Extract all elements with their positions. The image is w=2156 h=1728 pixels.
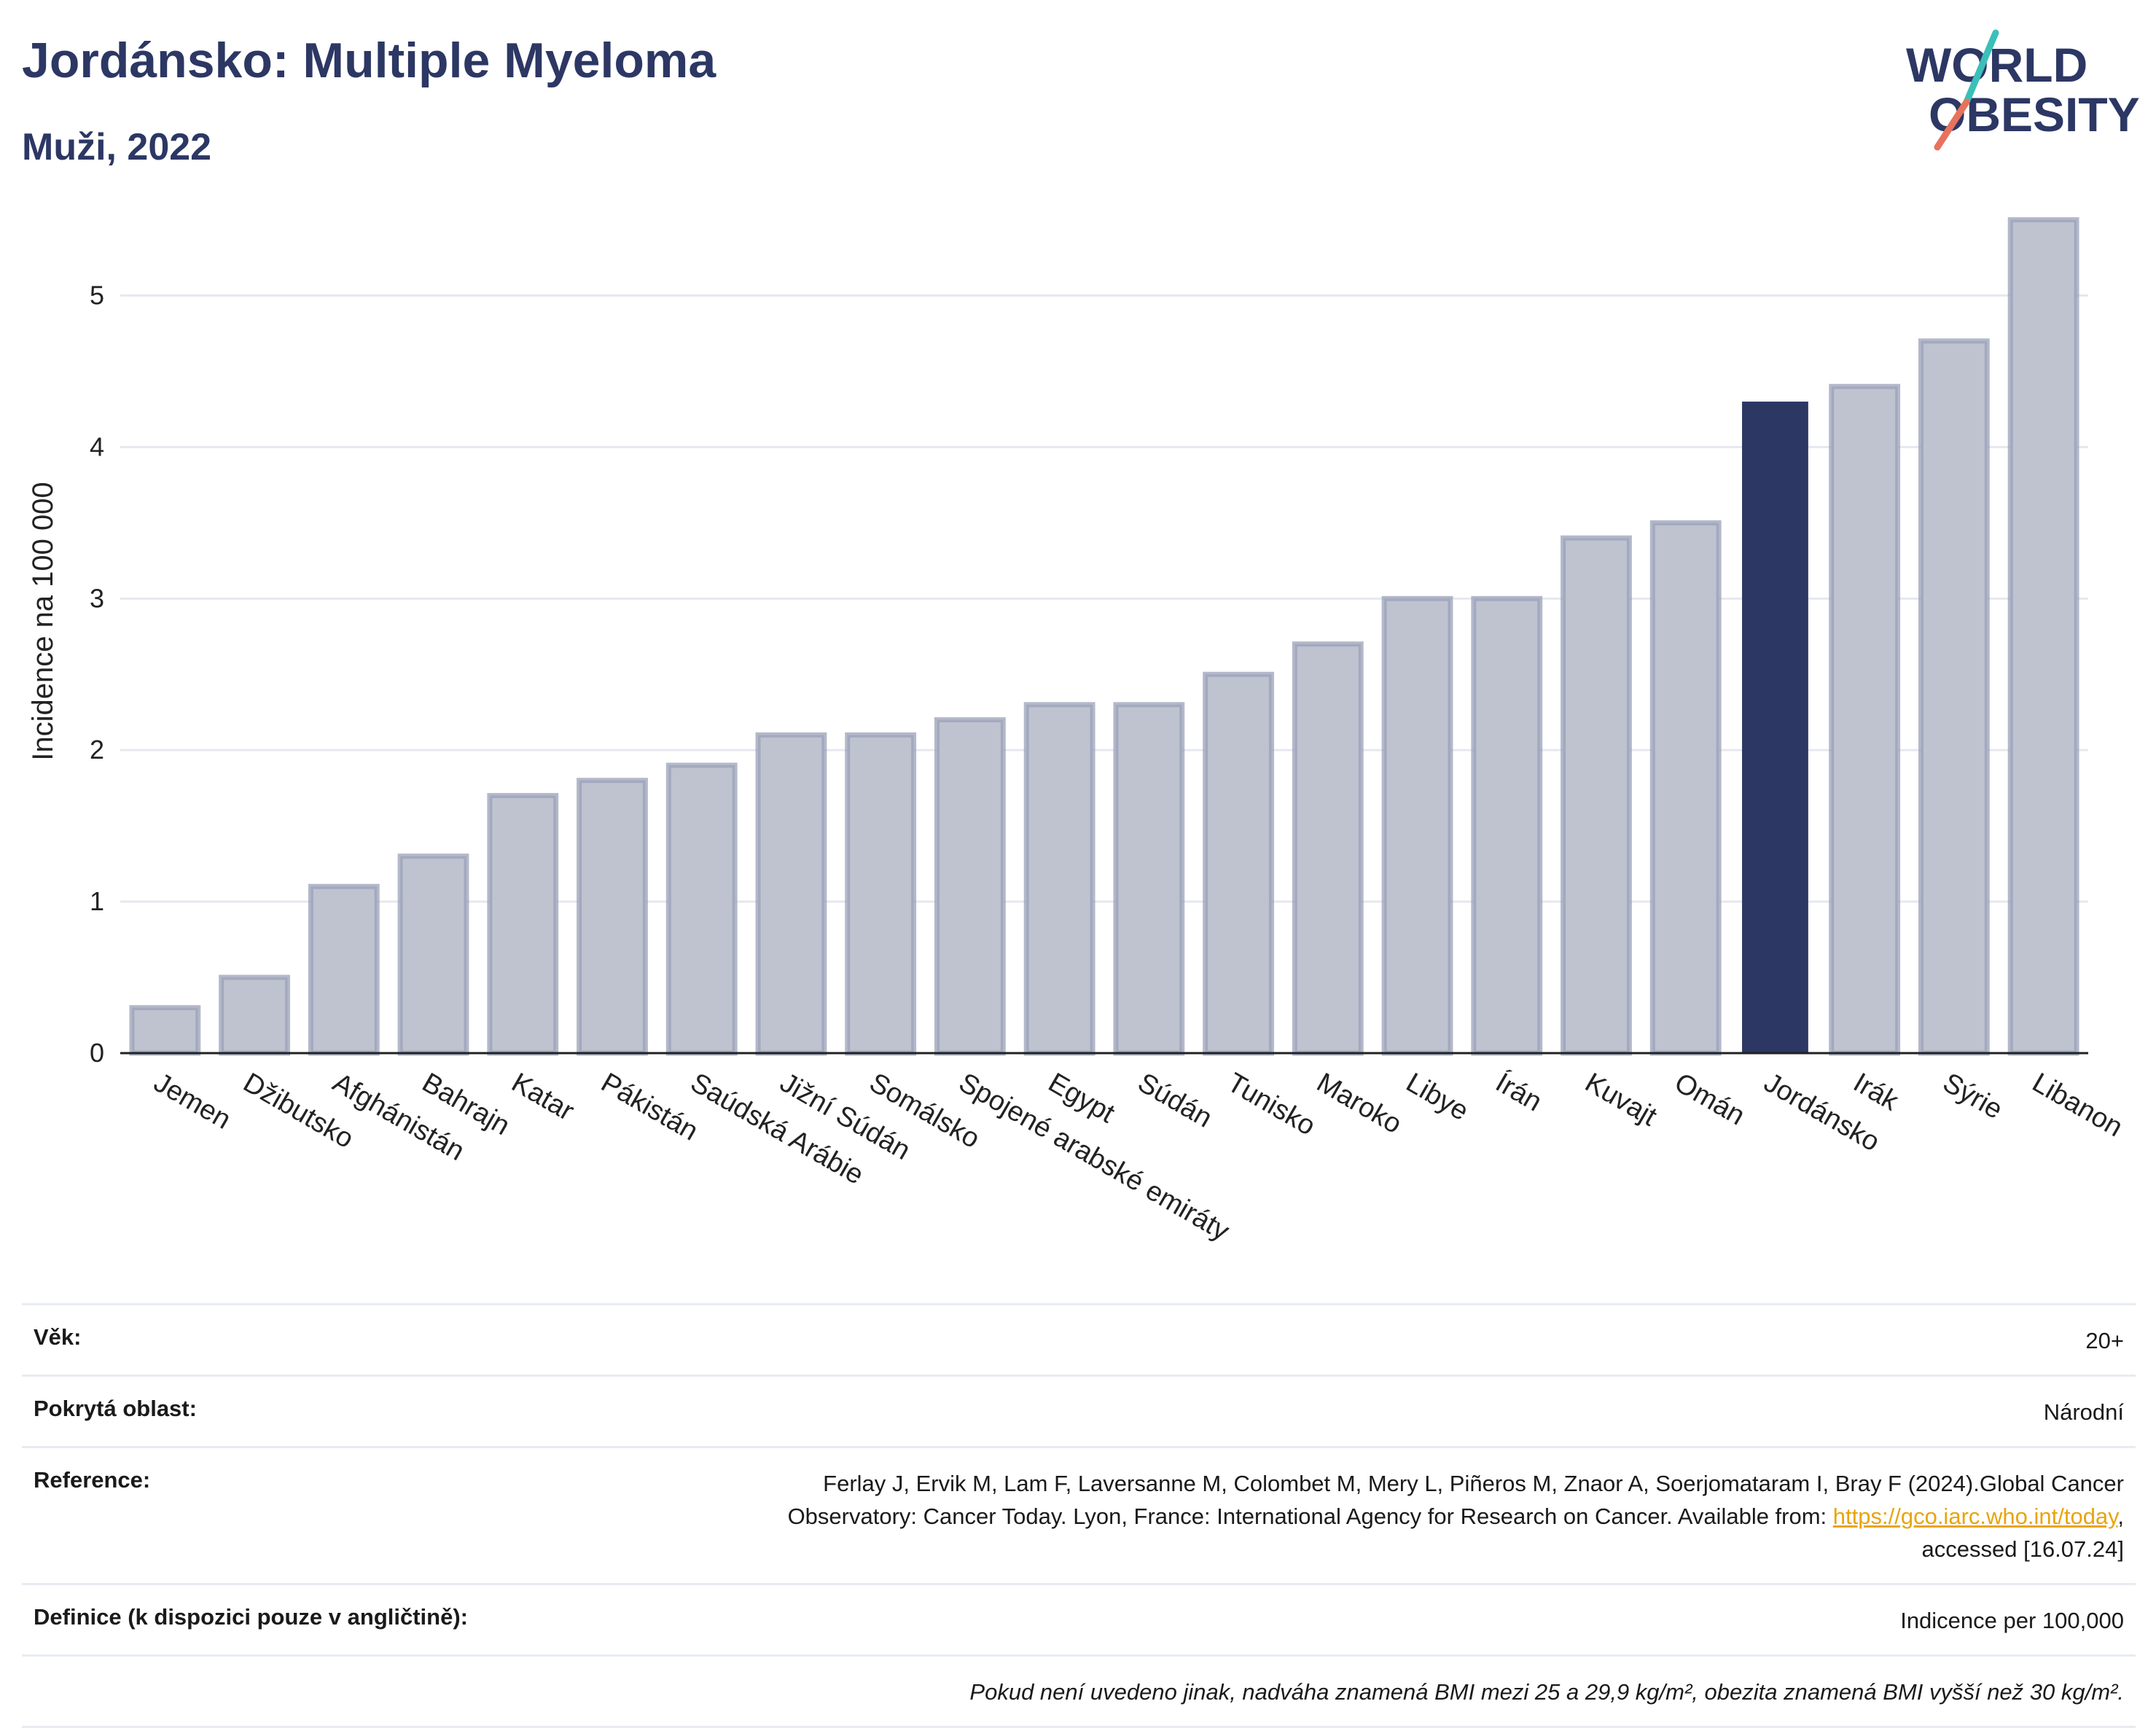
y-tick-label: 3 (90, 583, 104, 613)
bar (308, 883, 380, 1056)
reference-label: Reference: (34, 1467, 151, 1493)
x-tick-label: Írán (1491, 1067, 1547, 1118)
age-label: Věk: (34, 1324, 82, 1350)
bar (397, 853, 469, 1056)
bar (1203, 671, 1274, 1056)
coverage-label: Pokrytá oblast: (34, 1396, 197, 1421)
coverage-value: Národní (2043, 1399, 2124, 1425)
info-row-coverage: Pokrytá oblast: Národní (22, 1375, 2136, 1446)
y-tick-label: 5 (90, 281, 104, 310)
bar (1471, 595, 1543, 1056)
bar (1292, 641, 1364, 1056)
bar (845, 732, 917, 1056)
x-tick-label: Sýrie (1937, 1067, 2007, 1125)
x-tick-label: Súdán (1133, 1067, 1217, 1133)
bar (665, 762, 738, 1056)
x-tick-label: Maroko (1311, 1067, 1407, 1140)
x-tick-label: Pákistán (596, 1067, 703, 1146)
x-tick-label: Irák (1848, 1067, 1905, 1117)
reference-line1: Ferlay J, Ervik M, Lam F, Laversanne M, … (823, 1471, 2124, 1496)
bar (1561, 535, 1632, 1056)
y-axis-label: Incidence na 100 000 (27, 482, 59, 761)
bar (1023, 702, 1095, 1056)
bar (1829, 383, 1901, 1056)
reference-line3: accessed [16.07.24] (1921, 1536, 2124, 1562)
y-tick-label: 4 (90, 431, 104, 461)
y-tick-label: 1 (90, 886, 104, 916)
reference-value: Ferlay J, Ervik M, Lam F, Laversanne M, … (788, 1467, 2124, 1565)
x-tick-label: Omán (1669, 1067, 1750, 1131)
bar (219, 974, 291, 1056)
x-tick-label: Tunisko (1222, 1067, 1321, 1141)
definition-value: Indicence per 100,000 (1900, 1608, 2124, 1633)
logo-line1: WORLD (1906, 38, 2087, 92)
info-row-reference: Reference: Ferlay J, Ervik M, Lam F, Lav… (22, 1446, 2136, 1583)
bar (487, 793, 559, 1056)
note-text: Pokud není uvedeno jinak, nadváha znamen… (969, 1679, 2124, 1705)
x-tick-label: Libye (1401, 1067, 1474, 1127)
bar-highlighted (1742, 402, 1808, 1053)
x-tick-label: Katar (507, 1067, 579, 1127)
info-row-note: Pokud není uvedeno jinak, nadváha znamen… (22, 1654, 2136, 1728)
bar (577, 778, 648, 1056)
bar (1113, 702, 1185, 1056)
bar (2007, 217, 2079, 1056)
bar (1649, 520, 1722, 1056)
x-tick-label: Jemen (149, 1067, 236, 1135)
bar (1918, 338, 1990, 1056)
page-subtitle: Muži, 2022 (22, 126, 212, 168)
bar-chart: 0 1 2 3 4 5 Incidence na 100 000 Jemen Džibutsko… (0, 189, 2156, 1268)
info-row-age: Věk: 20+ (22, 1303, 2136, 1375)
x-tick-label: Kuvajt (1580, 1067, 1663, 1132)
y-tick-label: 2 (90, 735, 104, 765)
age-value: 20+ (2085, 1328, 2124, 1353)
reference-line2: Observatory: Cancer Today. Lyon, France:… (787, 1504, 1833, 1529)
bar (934, 717, 1006, 1056)
x-tick-label: Libanon (2027, 1067, 2128, 1143)
info-row-definition: Definice (k dispozici pouze v angličtině… (22, 1583, 2136, 1654)
reference-link[interactable]: https://gco.iarc.who.int/today (1832, 1504, 2118, 1529)
bar (129, 1005, 201, 1056)
logo-line2: OBESITY (1929, 87, 2140, 141)
definition-label: Definice (k dispozici pouze v angličtině… (34, 1604, 468, 1630)
y-tick-label: 0 (90, 1038, 104, 1068)
page-title: Jordánsko: Multiple Myeloma (22, 33, 716, 88)
bar (755, 732, 827, 1056)
world-obesity-logo: WORLD OBESITY (1902, 29, 2143, 160)
bar (1381, 595, 1453, 1056)
reference-line2-end: , (2117, 1504, 2124, 1529)
info-table: Věk: 20+ Pokrytá oblast: Národní Referen… (22, 1303, 2136, 1728)
